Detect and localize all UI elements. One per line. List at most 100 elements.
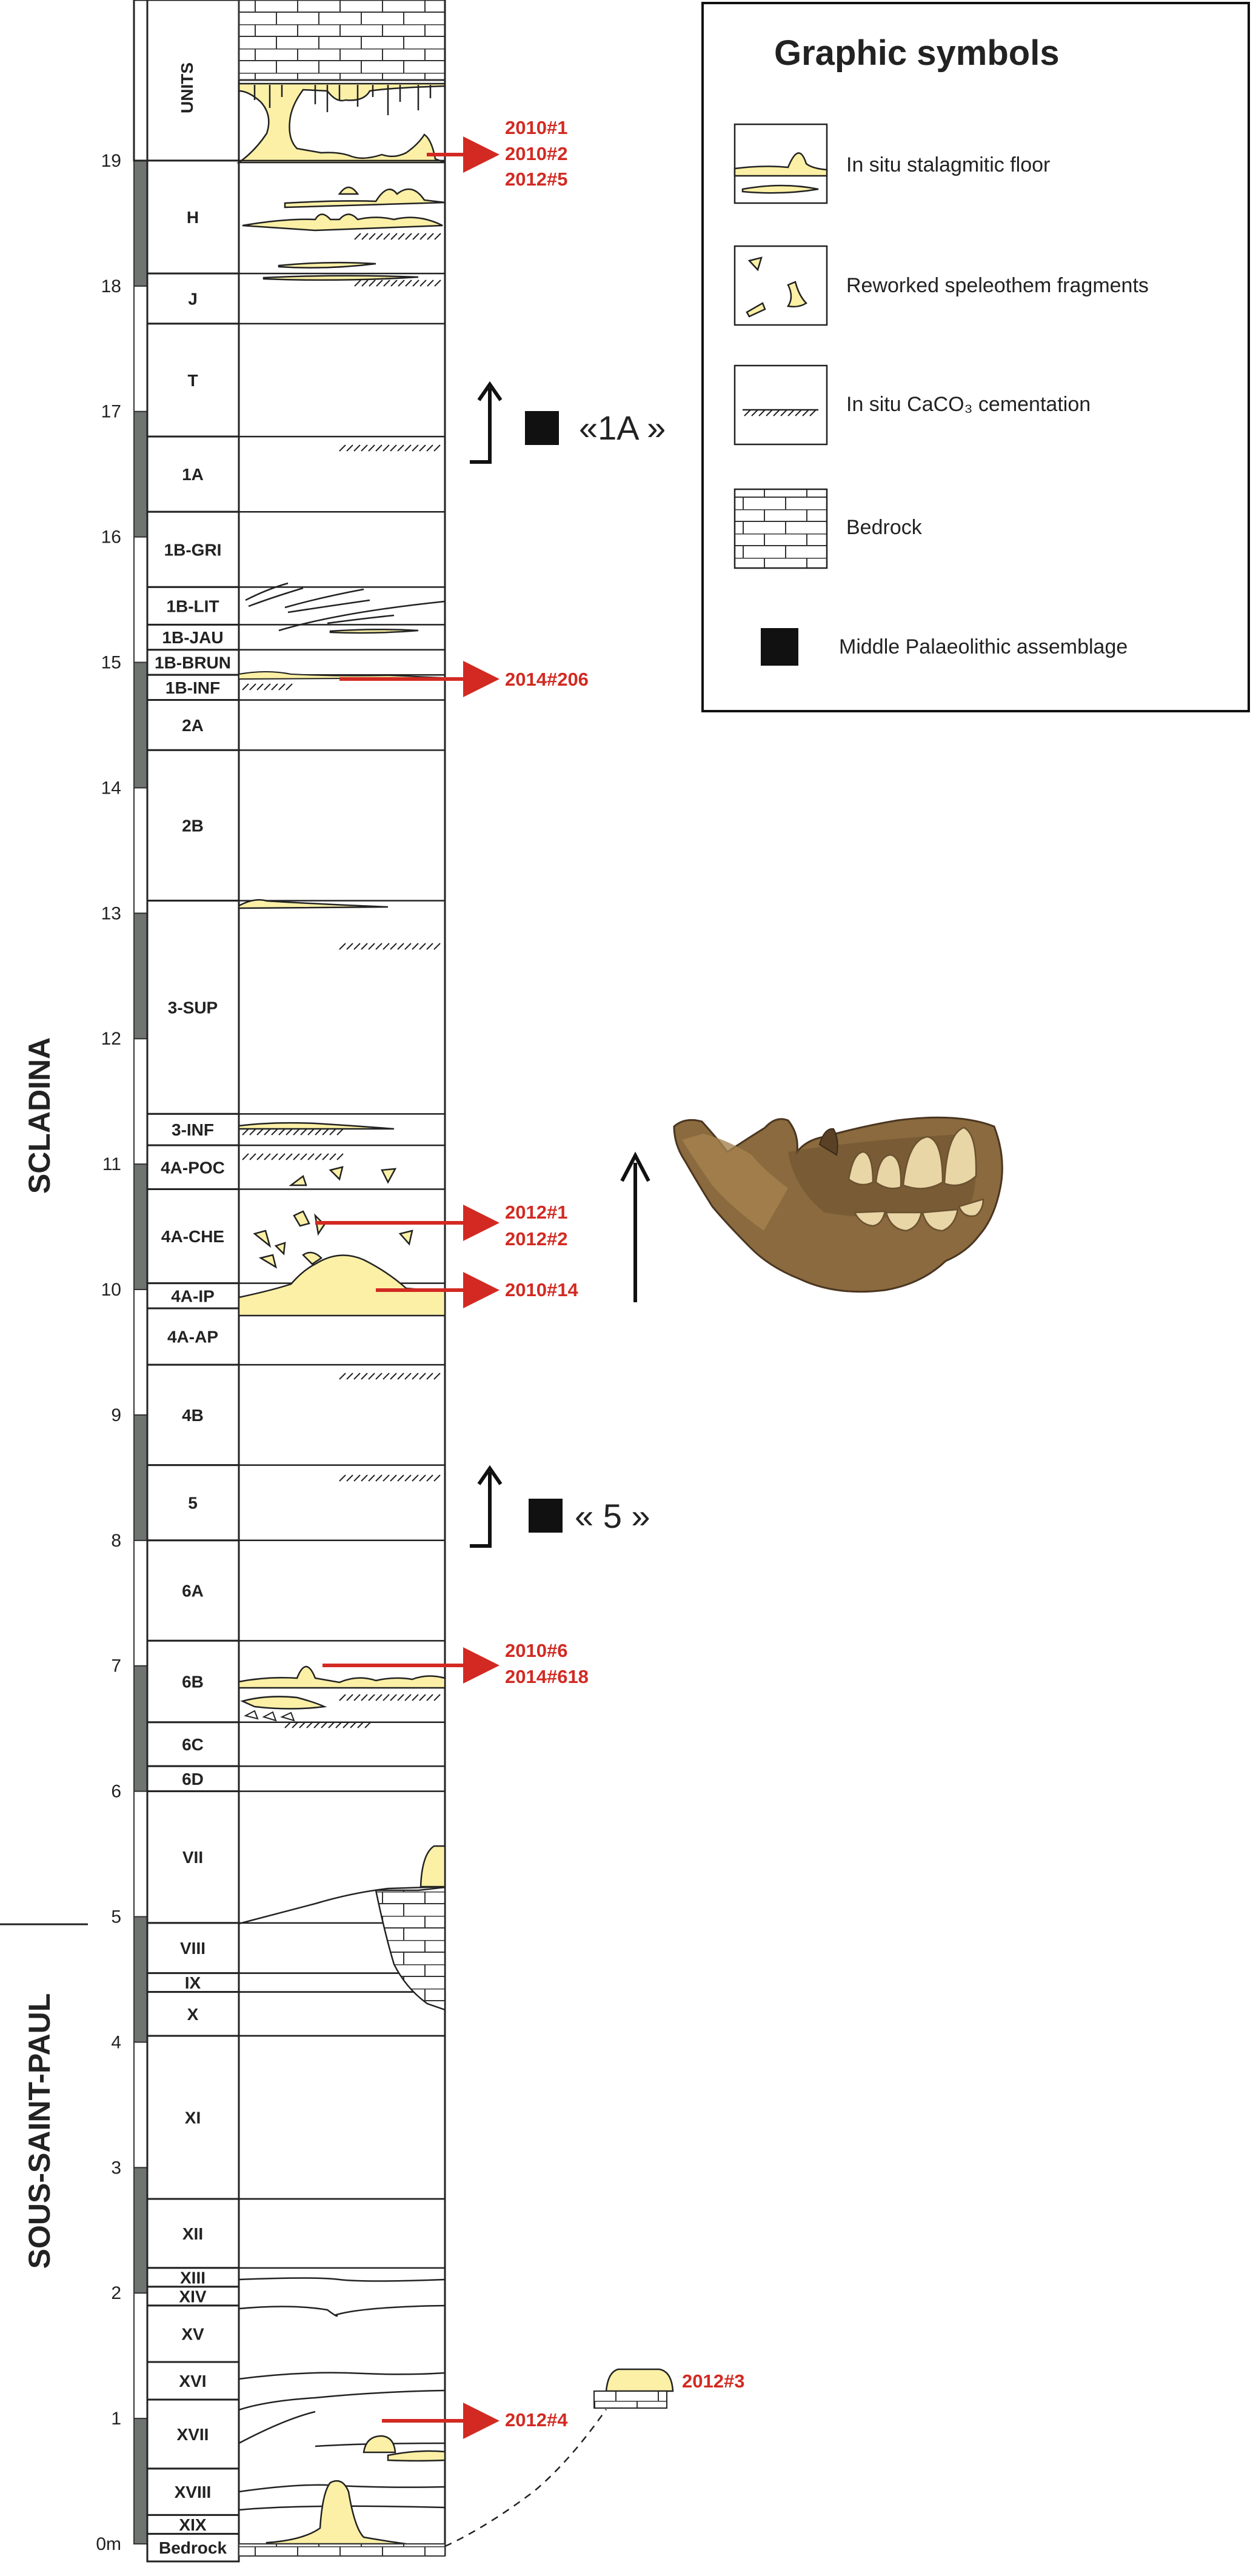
unit-cell [146,1922,240,1975]
up-arrow-icon [470,388,492,464]
sample-label: 2012#4 [505,2409,568,2430]
units-header-cell [146,0,240,162]
cementation-hatch [354,233,441,240]
depth-tick-label: 13 [101,903,121,923]
unit-cell [146,2532,240,2563]
correlation-dashed-line [444,2409,607,2548]
unit-label: 4A-AP [167,1328,218,1347]
stalactites [253,85,432,115]
depth-tick-label: 12 [101,1029,121,1049]
scale-segment [133,912,148,1040]
depth-tick-label: 19 [101,151,121,171]
unit-label: T [187,371,198,390]
sample-label: 2012#2 [505,1228,567,1250]
sample-label: 2010#1 [505,117,567,138]
unit-cell [146,1188,240,1285]
up-arrow-icon [470,1472,492,1548]
unit-label: 1B-BRUN [155,654,231,672]
unit-label: XIV [179,2287,206,2306]
4a-ip-floor [238,1254,446,1317]
depth-tick-label: 16 [101,527,121,547]
xvii-lens [387,2450,446,2462]
sample-label: 2012#1 [505,1202,567,1223]
unit-label: 4B [182,1406,204,1425]
scale-segment [133,1414,148,1541]
unit-label: 5 [188,1494,198,1513]
scale-segment [133,159,148,287]
scale-segment [133,787,148,914]
unit-label: H [187,208,199,227]
cementation-marks [242,233,441,1728]
depth-tick-label: 7 [111,1656,121,1676]
sample-label: 2014#618 [505,1666,589,1687]
unit-label: VII [182,1848,203,1867]
unit-label: 2B [182,816,204,835]
unit-label: 3-SUP [168,998,218,1017]
site-label-scladina: SCLADINA [22,1037,56,1194]
unit-label: J [188,289,198,308]
2b-floor [238,899,389,909]
depth-tick-label: 15 [101,653,121,673]
cementation-hatch [284,1721,372,1728]
sample-labels: 2010#1 2010#2 2012#5 2014#206 2012#1 201… [505,117,744,2430]
unit-label: 4A-CHE [161,1227,224,1246]
unit-label: XIII [180,2268,205,2287]
scale-segment [133,1790,148,1918]
lithology-column [236,0,446,2557]
depth-tick-label: 8 [111,1531,121,1551]
sample-label: 2014#206 [505,669,589,690]
unit-cell [146,1363,240,1467]
legend-label: Reworked speleothem fragments [846,274,1149,297]
legend-label: Bedrock [846,516,923,539]
units-header: UNITS [178,62,196,113]
legend-title: Graphic symbols [774,33,1060,73]
sample-label: 2010#14 [505,1279,578,1300]
bedrock-icon [733,488,828,569]
depth-tick-label: 10 [101,1280,121,1300]
vii-bedrock-block [375,1886,446,2011]
unit-cell [146,1539,240,1642]
mandible-fossil-image [620,1116,1003,1302]
unit-cell [146,586,240,626]
scale-segment [133,2167,148,2294]
unit-cell [146,1765,240,1793]
cementation-icon [733,364,828,446]
mandible-ramus [682,1134,788,1231]
cementation-hatch [339,1474,441,1482]
6b-small-fragments [244,1710,295,1722]
outcrop-bedrock [593,2390,667,2409]
top-bedrock [238,0,446,81]
top-stalagmitic-floor [236,82,446,164]
unit-label: 1B-INF [165,678,220,697]
sample-label: 2010#6 [505,1640,567,1661]
sample-label: 2010#2 [505,143,567,164]
cementation-hatch [339,444,441,452]
unit-label: XVI [179,2372,206,2390]
unit-label: 1B-LIT [166,597,219,615]
black-square-icon [525,411,559,445]
scale-segment [133,1539,148,1667]
cementation-hatch [339,1694,441,1701]
assemblage-1a: «1A » [470,381,666,464]
unit-label: VIII [180,1939,205,1958]
scale-segment [133,1916,148,2043]
scale-segment [133,1665,148,1792]
cementation-hatch [242,1153,344,1160]
scale-segment [133,285,148,412]
unit-cell [146,2467,240,2516]
bottom-bedrock [238,2543,446,2557]
xiii-xiv-lines [238,2277,446,2317]
unit-cell [146,900,240,1115]
cementation-hatch [339,943,441,950]
cementation-hatch [242,683,293,691]
h-stalagmitic-floors [242,186,446,281]
scale-segment [133,1163,148,1290]
unit-label: 3-INF [172,1120,214,1139]
unit-cell [146,2361,240,2401]
assemblage-label-1a: «1A » [579,409,666,447]
unit-cell [146,2304,240,2363]
unit-label: 2A [182,716,204,735]
legend-box: Graphic symbols In situ stalagmitic floo… [701,2,1250,712]
outcrop-stalagmite [605,2368,674,2392]
